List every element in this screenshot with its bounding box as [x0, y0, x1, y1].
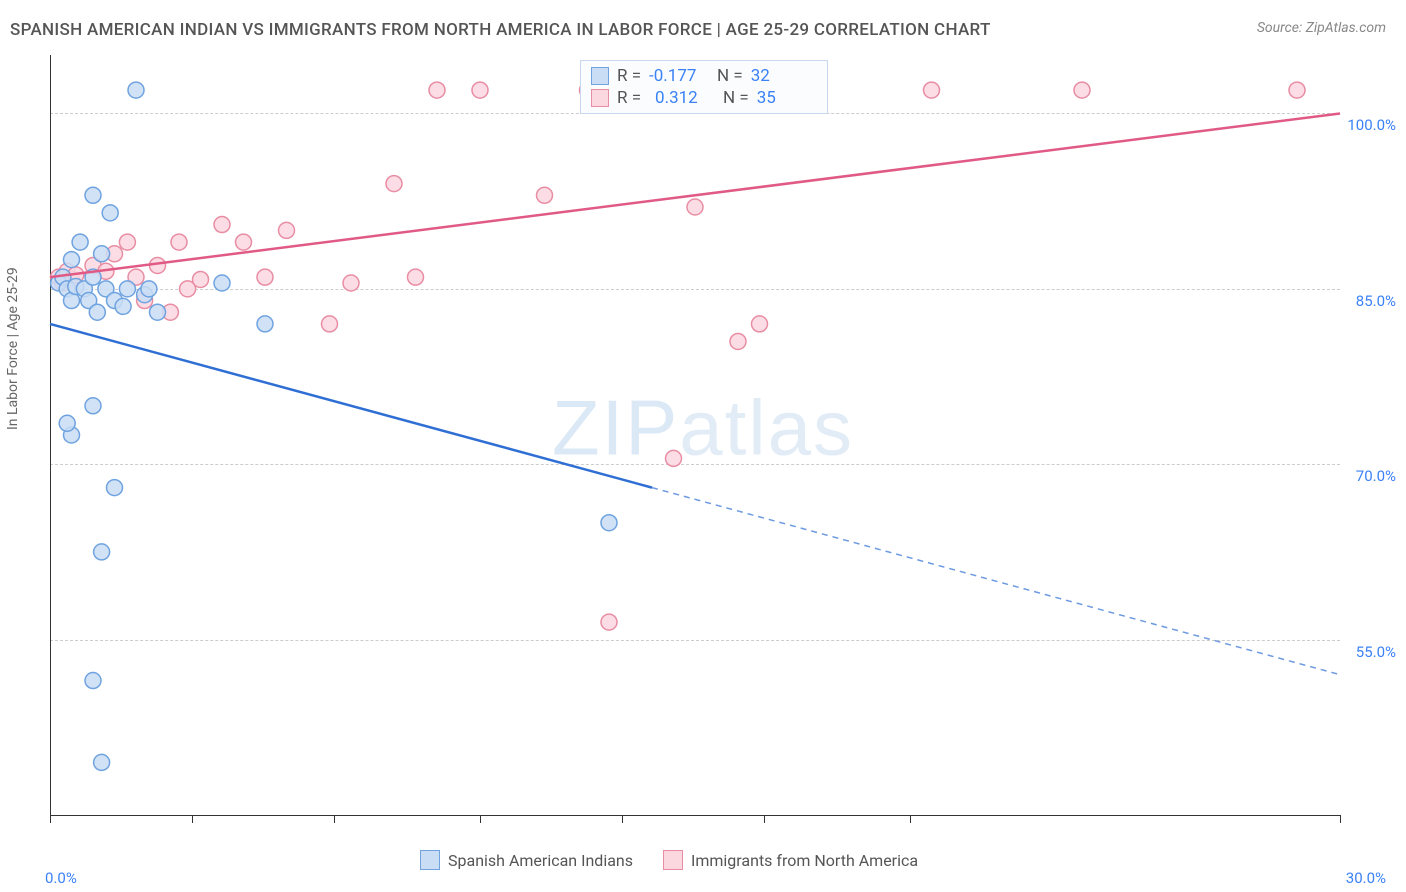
scatter-point	[94, 544, 110, 560]
scatter-point	[236, 234, 252, 250]
scatter-point	[141, 281, 157, 297]
scatter-point	[214, 275, 230, 291]
scatter-point	[472, 82, 488, 98]
stats-r-value-1: -0.177	[649, 66, 709, 86]
x-tick-mark	[764, 815, 765, 823]
scatter-point	[119, 234, 135, 250]
stats-n-value-1: 32	[751, 66, 811, 86]
scatter-point	[171, 234, 187, 250]
scatter-point	[214, 217, 230, 233]
scatter-point	[322, 316, 338, 332]
scatter-point	[1289, 82, 1305, 98]
scatter-point	[85, 187, 101, 203]
stats-row-series1: R = -0.177 N = 32	[591, 65, 817, 87]
stats-swatch-series1	[591, 67, 609, 85]
scatter-point	[257, 269, 273, 285]
scatter-point	[107, 480, 123, 496]
source-attribution: Source: ZipAtlas.com	[1257, 20, 1386, 36]
x-tick-mark	[192, 815, 193, 823]
stats-n-value-2: 35	[757, 88, 817, 108]
scatter-point	[429, 82, 445, 98]
legend-label-2: Immigrants from North America	[691, 851, 918, 870]
scatter-point	[94, 754, 110, 770]
scatter-point	[752, 316, 768, 332]
chart-title: SPANISH AMERICAN INDIAN VS IMMIGRANTS FR…	[10, 20, 991, 40]
scatter-point	[128, 82, 144, 98]
y-tick-label: 100.0%	[1347, 116, 1396, 134]
x-tick-mark	[622, 815, 623, 823]
scatter-point	[687, 199, 703, 215]
y-axis-label: In Labor Force | Age 25-29	[5, 267, 21, 430]
scatter-plot-svg	[50, 55, 1340, 815]
scatter-point	[85, 398, 101, 414]
scatter-point	[666, 450, 682, 466]
x-tick-mark	[910, 815, 911, 823]
scatter-point	[59, 415, 75, 431]
scatter-point	[730, 333, 746, 349]
stats-r-label: R =	[617, 66, 641, 86]
legend-swatch-2	[663, 850, 683, 870]
stats-n-label: N =	[723, 88, 749, 108]
stats-swatch-series2	[591, 89, 609, 107]
y-tick-label: 70.0%	[1356, 467, 1396, 485]
x-tick-label-max: 30.0%	[1346, 869, 1386, 887]
legend-item-1: Spanish American Indians	[420, 850, 633, 870]
scatter-point	[102, 205, 118, 221]
scatter-point	[1074, 82, 1090, 98]
legend-label-1: Spanish American Indians	[448, 851, 633, 870]
scatter-point	[115, 298, 131, 314]
scatter-point	[85, 673, 101, 689]
legend: Spanish American Indians Immigrants from…	[420, 850, 918, 870]
scatter-point	[64, 252, 80, 268]
regression-line-solid	[50, 324, 652, 488]
stats-n-label: N =	[717, 66, 743, 86]
scatter-point	[924, 82, 940, 98]
scatter-point	[94, 246, 110, 262]
x-tick-label-min: 0.0%	[45, 869, 77, 887]
scatter-point	[89, 304, 105, 320]
x-tick-mark	[50, 815, 51, 823]
stats-r-label: R =	[617, 88, 641, 108]
legend-item-2: Immigrants from North America	[663, 850, 918, 870]
y-tick-label: 85.0%	[1356, 292, 1396, 310]
scatter-point	[119, 281, 135, 297]
scatter-point	[537, 187, 553, 203]
x-tick-mark	[480, 815, 481, 823]
scatter-point	[386, 176, 402, 192]
legend-swatch-1	[420, 850, 440, 870]
scatter-point	[601, 515, 617, 531]
scatter-point	[150, 304, 166, 320]
stats-r-value-2: 0.312	[649, 88, 715, 108]
scatter-point	[257, 316, 273, 332]
scatter-point	[279, 222, 295, 238]
stats-row-series2: R = 0.312 N = 35	[591, 87, 817, 109]
y-tick-label: 55.0%	[1356, 643, 1396, 661]
scatter-point	[193, 271, 209, 287]
x-tick-mark	[1340, 815, 1341, 823]
scatter-point	[72, 234, 88, 250]
scatter-point	[601, 614, 617, 630]
correlation-stats-box: R = -0.177 N = 32 R = 0.312 N = 35	[580, 60, 828, 114]
scatter-point	[343, 275, 359, 291]
regression-line-dashed	[652, 488, 1340, 675]
scatter-point	[408, 269, 424, 285]
x-tick-mark	[334, 815, 335, 823]
regression-line-solid	[50, 113, 1340, 277]
